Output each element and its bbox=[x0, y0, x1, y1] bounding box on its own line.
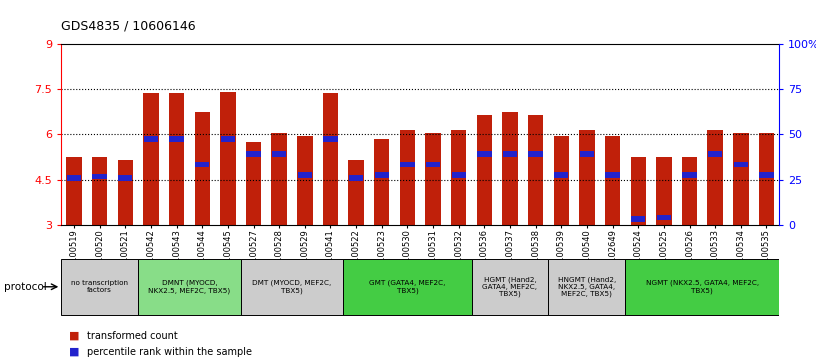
Bar bbox=[297, 136, 313, 225]
Bar bbox=[426, 162, 441, 167]
Bar bbox=[554, 172, 569, 178]
Bar bbox=[374, 139, 389, 225]
Bar bbox=[344, 259, 472, 315]
Bar bbox=[657, 215, 671, 220]
Bar bbox=[272, 133, 287, 225]
Bar bbox=[241, 259, 344, 315]
Text: NGMT (NKX2.5, GATA4, MEF2C,
TBX5): NGMT (NKX2.5, GATA4, MEF2C, TBX5) bbox=[645, 280, 759, 294]
Bar bbox=[195, 162, 210, 167]
Bar bbox=[451, 130, 467, 225]
Bar bbox=[66, 157, 82, 225]
Bar bbox=[144, 136, 158, 142]
Bar bbox=[246, 142, 261, 225]
Bar bbox=[349, 175, 363, 180]
Bar bbox=[682, 172, 697, 178]
Bar bbox=[631, 157, 646, 225]
Bar bbox=[375, 172, 389, 178]
Bar bbox=[92, 174, 107, 179]
Bar bbox=[759, 133, 774, 225]
Bar bbox=[477, 151, 491, 157]
Bar bbox=[528, 115, 543, 225]
Bar bbox=[138, 259, 241, 315]
Bar bbox=[553, 136, 569, 225]
Bar bbox=[67, 175, 82, 180]
Bar bbox=[579, 151, 594, 157]
Bar bbox=[759, 172, 774, 178]
Text: ■: ■ bbox=[69, 331, 80, 341]
Bar bbox=[323, 94, 338, 225]
Bar bbox=[548, 259, 625, 315]
Text: no transcription
factors: no transcription factors bbox=[71, 280, 128, 293]
Bar bbox=[400, 162, 415, 167]
Text: DMNT (MYOCD,
NKX2.5, MEF2C, TBX5): DMNT (MYOCD, NKX2.5, MEF2C, TBX5) bbox=[149, 280, 230, 294]
Bar bbox=[529, 151, 543, 157]
Bar bbox=[734, 162, 748, 167]
Bar bbox=[220, 92, 236, 225]
Bar bbox=[682, 157, 697, 225]
Bar bbox=[144, 94, 158, 225]
Text: GMT (GATA4, MEF2C,
TBX5): GMT (GATA4, MEF2C, TBX5) bbox=[369, 280, 446, 294]
Bar bbox=[625, 259, 779, 315]
Bar bbox=[605, 172, 620, 178]
Bar bbox=[272, 151, 286, 157]
Bar bbox=[169, 94, 184, 225]
Bar bbox=[503, 151, 517, 157]
Text: GDS4835 / 10606146: GDS4835 / 10606146 bbox=[61, 20, 196, 33]
Bar bbox=[118, 160, 133, 225]
Bar bbox=[656, 157, 672, 225]
Bar bbox=[451, 172, 466, 178]
Bar bbox=[605, 136, 620, 225]
Text: transformed count: transformed count bbox=[87, 331, 178, 341]
Bar bbox=[477, 115, 492, 225]
Bar bbox=[118, 175, 132, 180]
Bar bbox=[708, 151, 722, 157]
Bar bbox=[220, 136, 235, 142]
Bar bbox=[61, 259, 138, 315]
Bar bbox=[472, 259, 548, 315]
Bar bbox=[733, 133, 748, 225]
Bar bbox=[246, 151, 261, 157]
Bar bbox=[579, 130, 595, 225]
Bar bbox=[503, 112, 517, 225]
Text: HNGMT (Hand2,
NKX2.5, GATA4,
MEF2C, TBX5): HNGMT (Hand2, NKX2.5, GATA4, MEF2C, TBX5… bbox=[558, 276, 616, 297]
Bar bbox=[170, 136, 184, 142]
Text: HGMT (Hand2,
GATA4, MEF2C,
TBX5): HGMT (Hand2, GATA4, MEF2C, TBX5) bbox=[482, 276, 538, 297]
Text: percentile rank within the sample: percentile rank within the sample bbox=[87, 347, 252, 357]
Bar bbox=[348, 160, 364, 225]
Text: ■: ■ bbox=[69, 347, 80, 357]
Bar bbox=[425, 133, 441, 225]
Bar bbox=[92, 157, 108, 225]
Bar bbox=[323, 136, 338, 142]
Bar bbox=[194, 112, 210, 225]
Bar bbox=[707, 130, 723, 225]
Bar bbox=[631, 216, 645, 222]
Bar bbox=[400, 130, 415, 225]
Text: protocol: protocol bbox=[4, 282, 47, 292]
Text: DMT (MYOCD, MEF2C,
TBX5): DMT (MYOCD, MEF2C, TBX5) bbox=[252, 280, 331, 294]
Bar bbox=[298, 172, 312, 178]
